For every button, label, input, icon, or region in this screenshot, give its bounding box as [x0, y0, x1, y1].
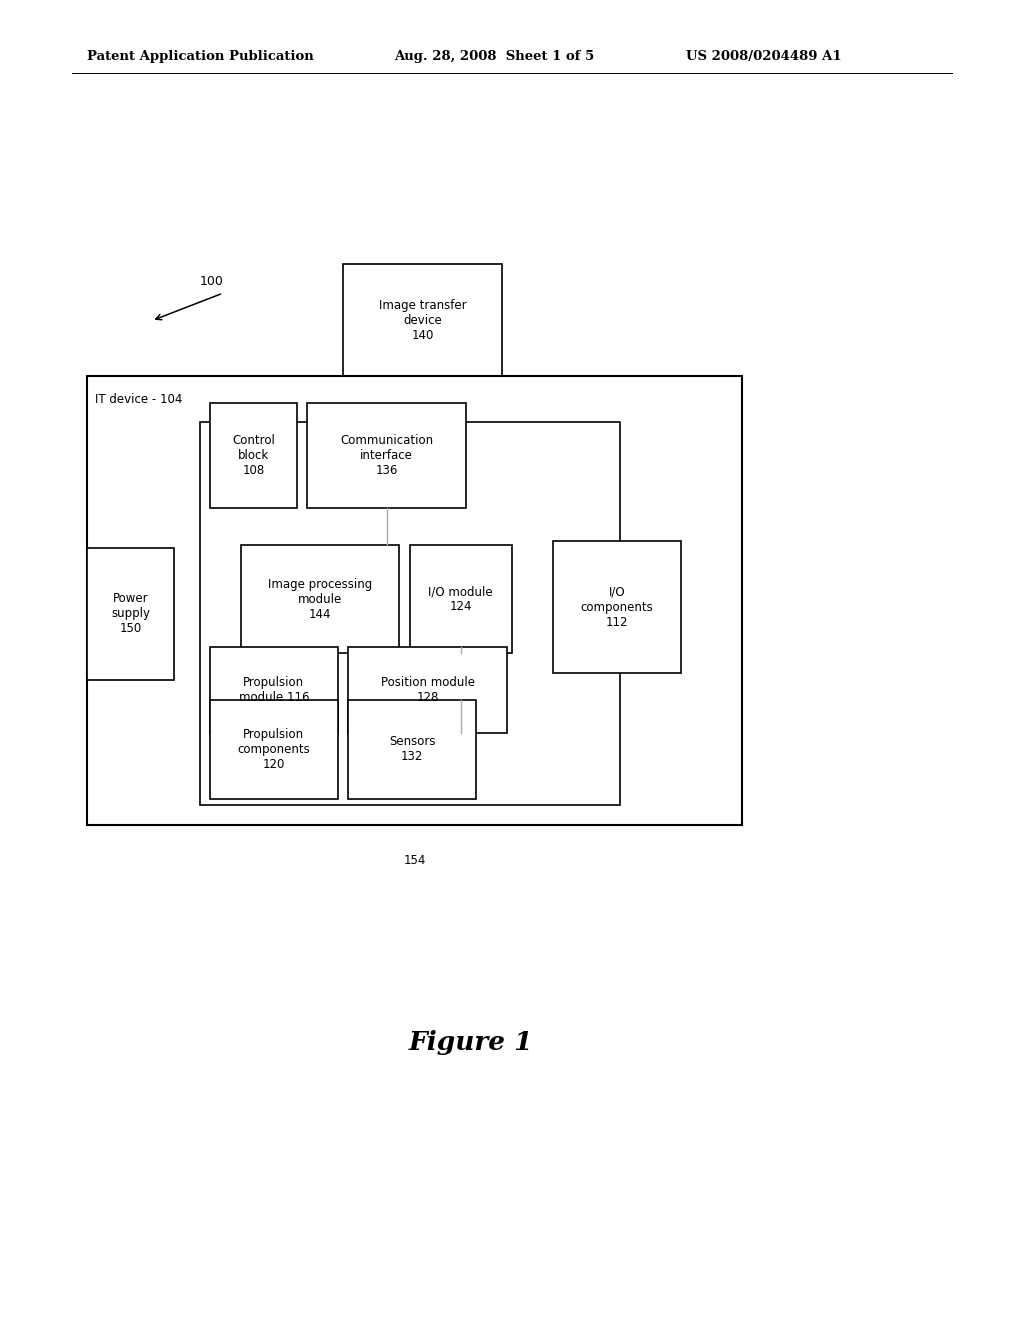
Bar — [87, 376, 742, 825]
Text: Aug. 28, 2008  Sheet 1 of 5: Aug. 28, 2008 Sheet 1 of 5 — [394, 50, 595, 63]
Bar — [410, 545, 512, 653]
Text: Sensors
132: Sensors 132 — [389, 735, 435, 763]
Text: Communication
interface
136: Communication interface 136 — [340, 434, 433, 477]
Text: 154: 154 — [403, 854, 426, 867]
Bar — [210, 647, 338, 733]
Text: Figure 1: Figure 1 — [409, 1031, 534, 1055]
Text: Image transfer
device
140: Image transfer device 140 — [379, 298, 466, 342]
Bar — [241, 545, 399, 653]
Text: Propulsion
module 116: Propulsion module 116 — [239, 676, 309, 704]
Text: US 2008/0204489 A1: US 2008/0204489 A1 — [686, 50, 842, 63]
Text: Control
block
108: Control block 108 — [232, 434, 274, 477]
Bar — [307, 403, 466, 508]
Text: Power
supply
150: Power supply 150 — [111, 593, 151, 635]
Text: Propulsion
components
120: Propulsion components 120 — [238, 727, 310, 771]
Text: Image processing
module
144: Image processing module 144 — [268, 578, 372, 620]
Text: Position module
128: Position module 128 — [381, 676, 474, 704]
Bar — [343, 264, 502, 376]
Text: I/O module
124: I/O module 124 — [428, 585, 494, 614]
Text: I/O
components
112: I/O components 112 — [581, 586, 653, 628]
Bar — [87, 548, 174, 680]
Bar — [210, 700, 338, 799]
Bar — [348, 700, 476, 799]
Text: IT device - 104: IT device - 104 — [95, 393, 182, 407]
Bar — [348, 647, 507, 733]
Bar — [200, 422, 620, 805]
Text: Patent Application Publication: Patent Application Publication — [87, 50, 313, 63]
Bar — [553, 541, 681, 673]
Bar — [210, 403, 297, 508]
Text: 100: 100 — [200, 275, 223, 288]
